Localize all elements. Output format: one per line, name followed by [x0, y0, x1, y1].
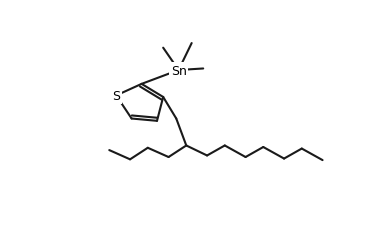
Text: Sn: Sn: [171, 64, 186, 77]
Text: S: S: [112, 90, 120, 102]
